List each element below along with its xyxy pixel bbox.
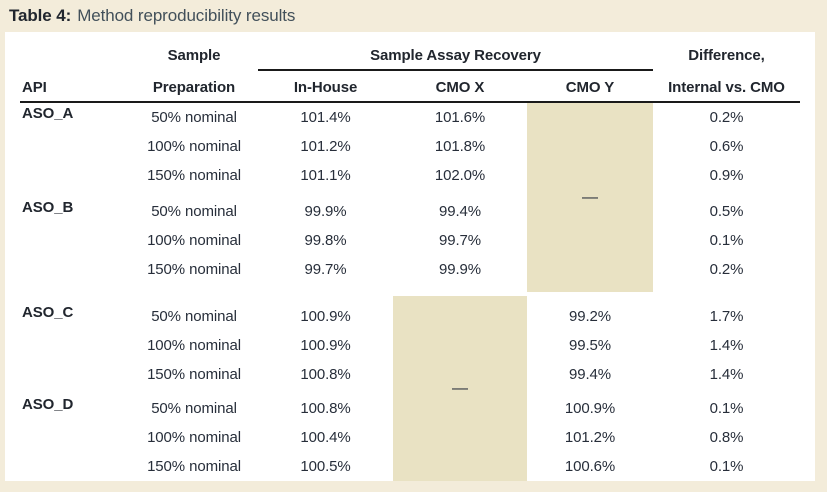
api-label: ASO_B (22, 199, 74, 216)
header-cmo-y: CMO Y (565, 79, 615, 96)
header-api: API (22, 79, 47, 96)
cell-sample-preparation: 150% nominal (147, 167, 241, 184)
group-aso-d: ASO_D 50% nominal 100.8% 100.9% 0.1% 100… (20, 394, 800, 481)
table-row: 100% nominal 100.9% 99.5% 1.4% (20, 331, 800, 360)
table-row: 150% nominal 101.1% 102.0% 0.9% (20, 161, 800, 190)
table-row: ASO_D 50% nominal 100.8% 100.9% 0.1% (20, 394, 800, 423)
table-row: 100% nominal 99.8% 99.7% 0.1% (20, 226, 800, 255)
table-row: ASO_B 50% nominal 99.9% 99.4% 0.5% (20, 197, 800, 226)
cell-sample-preparation: 100% nominal (147, 337, 241, 354)
cell-sample-preparation: 50% nominal (151, 308, 237, 325)
no-data-dash-cmo-y: — (582, 188, 598, 206)
table-row: ASO_C 50% nominal 100.9% 99.2% 1.7% (20, 302, 800, 331)
cell-cmo-y: 101.2% (564, 429, 616, 446)
cell-difference: 0.1% (709, 400, 744, 417)
cell-sample-preparation: 100% nominal (147, 429, 241, 446)
table-row: ASO_A 50% nominal 101.4% 101.6% 0.2% (20, 103, 800, 132)
cell-difference: 0.5% (709, 203, 744, 220)
cell-difference: 1.4% (709, 337, 744, 354)
cell-cmo-y: 99.2% (568, 308, 612, 325)
cell-in-house: 99.7% (304, 261, 347, 278)
header-sample-prep-line1: Sample (167, 47, 221, 64)
cell-difference: 0.9% (709, 167, 744, 184)
header-sample-prep-line2: Preparation (152, 79, 236, 96)
cell-difference: 0.6% (709, 138, 744, 155)
header-in-house: In-House (293, 79, 358, 96)
api-label: ASO_A (22, 105, 74, 122)
group-aso-a: ASO_A 50% nominal 101.4% 101.6% 0.2% 100… (20, 103, 800, 190)
cell-in-house: 100.8% (300, 400, 351, 417)
no-data-dash-cmo-x: — (452, 379, 468, 397)
cell-difference: 0.8% (709, 429, 744, 446)
cell-difference: 0.1% (709, 458, 744, 475)
cell-sample-preparation: 100% nominal (147, 138, 241, 155)
cell-sample-preparation: 100% nominal (147, 232, 241, 249)
table-body: ASO_A 50% nominal 101.4% 101.6% 0.2% 100… (20, 103, 800, 481)
header-assay-group: Sample Assay Recovery (370, 47, 541, 64)
header-difference-line2: Internal vs. CMO (668, 79, 785, 96)
cell-in-house: 101.4% (300, 109, 351, 126)
cell-difference: 0.2% (709, 261, 744, 278)
table-row: 100% nominal 100.4% 101.2% 0.8% (20, 423, 800, 452)
group-aso-c: ASO_C 50% nominal 100.9% 99.2% 1.7% 100%… (20, 302, 800, 389)
cell-sample-preparation: 50% nominal (151, 203, 237, 220)
table-panel: — — API Sample Preparation Sample Assay … (5, 32, 815, 481)
cell-in-house: 100.9% (300, 337, 351, 354)
cell-cmo-y: 100.6% (564, 458, 616, 475)
cell-cmo-x: 99.7% (438, 232, 482, 249)
cell-cmo-y: 100.9% (564, 400, 616, 417)
header-cmo-x: CMO X (435, 79, 485, 96)
header-rule (20, 101, 800, 103)
table-row: 100% nominal 101.2% 101.8% 0.6% (20, 132, 800, 161)
cell-cmo-y: 99.4% (568, 366, 612, 383)
cell-in-house: 100.8% (300, 366, 351, 383)
cell-cmo-x: 102.0% (434, 167, 486, 184)
api-label: ASO_C (22, 304, 74, 321)
table-header: API Sample Preparation Sample Assay Reco… (20, 32, 800, 103)
cell-difference: 0.1% (709, 232, 744, 249)
cell-in-house: 101.1% (300, 167, 351, 184)
table-number: Table 4: (9, 6, 72, 25)
cell-cmo-y: 99.5% (568, 337, 612, 354)
group-aso-b: ASO_B 50% nominal 99.9% 99.4% 0.5% 100% … (20, 197, 800, 284)
shaded-region-cmo-x: — (393, 296, 527, 481)
cell-difference: 1.4% (709, 366, 744, 383)
cell-sample-preparation: 50% nominal (151, 400, 237, 417)
cell-cmo-x: 99.4% (438, 203, 482, 220)
cell-difference: 1.7% (709, 308, 744, 325)
cell-in-house: 100.9% (300, 308, 351, 325)
cell-in-house: 99.9% (304, 203, 347, 220)
shaded-region-cmo-y: — (527, 103, 653, 292)
cell-sample-preparation: 150% nominal (147, 261, 241, 278)
cell-difference: 0.2% (709, 109, 744, 126)
header-difference-line1: Difference, (688, 47, 765, 64)
cell-sample-preparation: 150% nominal (147, 458, 241, 475)
api-label: ASO_D (22, 396, 74, 413)
cell-in-house: 99.8% (304, 232, 347, 249)
table-title-text: Method reproducibility results (77, 6, 296, 25)
cell-cmo-x: 101.6% (434, 109, 486, 126)
table-row: 150% nominal 100.5% 100.6% 0.1% (20, 452, 800, 481)
cell-cmo-x: 101.8% (434, 138, 486, 155)
table-caption: Table 4: Method reproducibility results (9, 5, 295, 27)
cell-sample-preparation: 50% nominal (151, 109, 237, 126)
cell-in-house: 100.5% (300, 458, 351, 475)
cell-in-house: 100.4% (300, 429, 351, 446)
cell-cmo-x: 99.9% (438, 261, 482, 278)
table-row: 150% nominal 100.8% 99.4% 1.4% (20, 360, 800, 389)
assay-group-underline (258, 69, 653, 71)
table-row: 150% nominal 99.7% 99.9% 0.2% (20, 255, 800, 284)
cell-sample-preparation: 150% nominal (147, 366, 241, 383)
cell-in-house: 101.2% (300, 138, 351, 155)
